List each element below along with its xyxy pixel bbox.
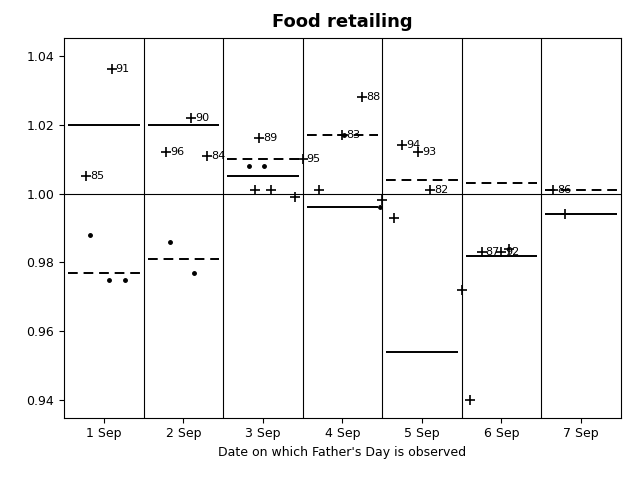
Text: 88: 88 (366, 92, 381, 102)
Text: 93: 93 (422, 147, 436, 157)
Text: 89: 89 (263, 133, 277, 144)
Text: 83: 83 (346, 130, 360, 140)
Text: 84: 84 (211, 151, 225, 161)
Text: 92: 92 (506, 247, 520, 257)
X-axis label: Date on which Father's Day is observed: Date on which Father's Day is observed (218, 446, 467, 459)
Text: 90: 90 (195, 113, 209, 123)
Text: 96: 96 (170, 147, 184, 157)
Text: 87: 87 (486, 247, 500, 257)
Text: 94: 94 (406, 140, 420, 150)
Text: 95: 95 (307, 154, 321, 164)
Text: 85: 85 (90, 171, 104, 181)
Text: 91: 91 (116, 64, 130, 74)
Text: 82: 82 (434, 185, 448, 195)
Text: 86: 86 (557, 185, 572, 195)
Title: Food retailing: Food retailing (272, 13, 413, 31)
